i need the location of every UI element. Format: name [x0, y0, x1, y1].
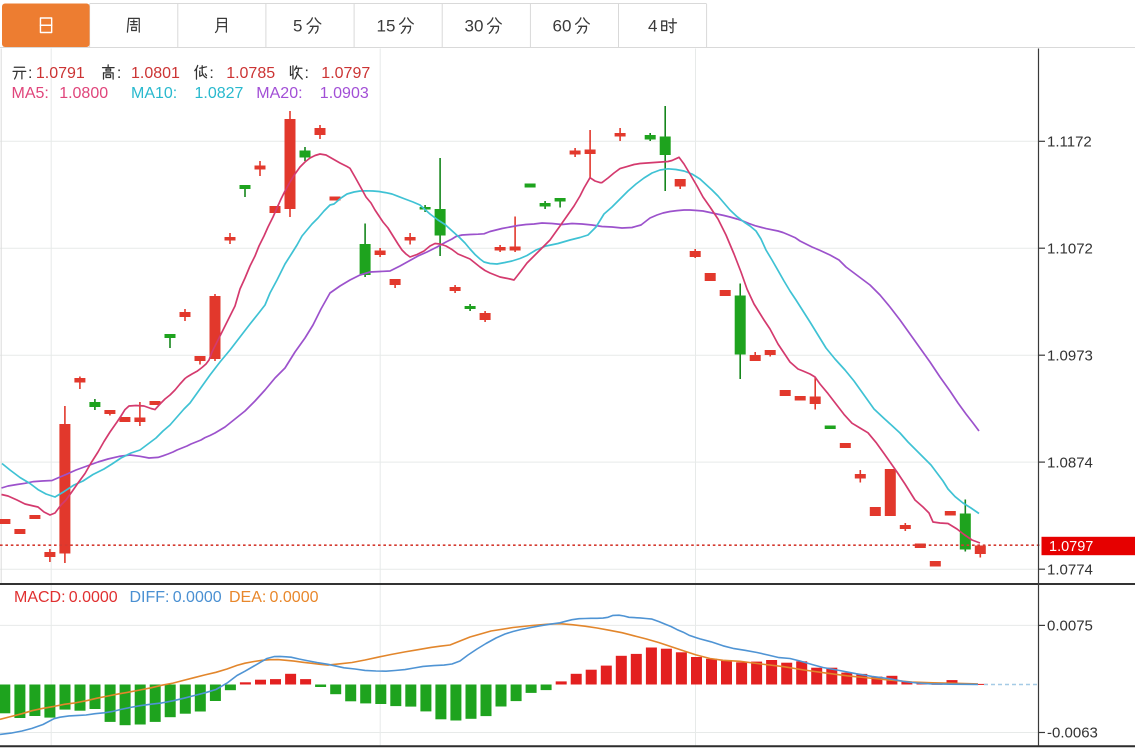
- svg-text:4: 4: [648, 17, 657, 36]
- svg-text::: :: [117, 65, 121, 82]
- svg-text:1.0797: 1.0797: [1049, 539, 1093, 555]
- svg-text:1.0874: 1.0874: [1047, 454, 1093, 471]
- svg-text:60: 60: [553, 17, 572, 36]
- svg-text:MA10:: MA10:: [131, 85, 177, 102]
- svg-text:1.0827: 1.0827: [195, 85, 244, 102]
- svg-text::: :: [209, 65, 213, 82]
- svg-text:1.0791: 1.0791: [36, 65, 85, 82]
- svg-text:15: 15: [377, 17, 396, 36]
- svg-text::: :: [28, 65, 32, 82]
- svg-text:1.1072: 1.1072: [1047, 240, 1093, 257]
- svg-text:1.0801: 1.0801: [131, 65, 180, 82]
- svg-text:1.0903: 1.0903: [320, 85, 369, 102]
- svg-text:5: 5: [293, 17, 302, 36]
- svg-text:MA20:: MA20:: [256, 85, 302, 102]
- svg-text:1.0800: 1.0800: [59, 85, 108, 102]
- svg-text:0.0075: 0.0075: [1047, 618, 1093, 635]
- svg-text:-0.0063: -0.0063: [1047, 725, 1098, 742]
- svg-text:MA5:: MA5:: [12, 85, 49, 102]
- svg-text:1.0797: 1.0797: [321, 65, 370, 82]
- svg-text:1.0785: 1.0785: [226, 65, 275, 82]
- svg-text::: :: [305, 65, 309, 82]
- svg-text:1.0774: 1.0774: [1047, 561, 1093, 578]
- svg-text:1.1172: 1.1172: [1047, 134, 1092, 151]
- svg-text:30: 30: [465, 17, 484, 36]
- svg-text:1.0973: 1.0973: [1047, 347, 1093, 364]
